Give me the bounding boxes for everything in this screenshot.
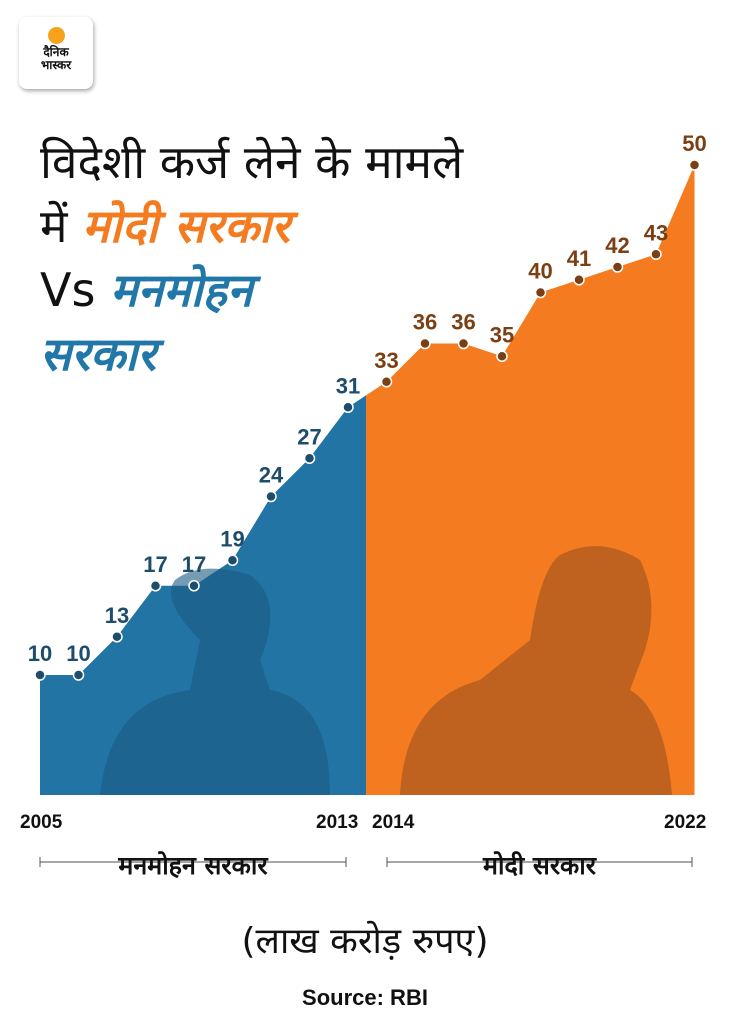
data-label: 19 (220, 526, 244, 551)
tick-2005: 2005 (20, 812, 63, 833)
data-point (342, 401, 354, 413)
logo-line1: दैनिक (43, 45, 69, 59)
data-point (72, 669, 85, 681)
data-label: 36 (451, 310, 475, 335)
tick-2014: 2014 (372, 812, 415, 833)
data-point (419, 337, 431, 350)
title-modi: मोदी सरकार (82, 199, 290, 253)
data-label: 41 (567, 246, 591, 271)
data-label: 31 (336, 373, 360, 398)
manmohan-portrait (100, 568, 330, 795)
data-label: 33 (374, 348, 398, 373)
title-prefix: में (40, 199, 68, 253)
title-manmohan: मनमोहन (110, 263, 253, 317)
data-point (111, 631, 123, 643)
data-label: 43 (644, 220, 668, 245)
title-vs: Vs (40, 263, 96, 317)
unit-label: (लाख करोड़ रुपए) (241, 921, 489, 962)
data-label: 36 (413, 310, 437, 335)
data-label: 24 (259, 463, 284, 488)
dainik-bhaskar-logo: दैनिक भास्कर (19, 17, 93, 89)
modi-portrait (400, 546, 672, 795)
data-point (303, 452, 316, 464)
data-label: 42 (605, 233, 629, 258)
data-point (149, 580, 162, 592)
data-point (457, 337, 470, 350)
data-label: 17 (182, 552, 206, 577)
data-label: 35 (490, 322, 514, 347)
title-line1: विदेशी कर्ज लेने के मामले (40, 135, 464, 189)
data-label: 50 (682, 131, 706, 156)
data-label: 10 (66, 641, 90, 666)
manmohan-period-label: मनमोहन सरकार (118, 851, 268, 880)
data-point (650, 248, 662, 260)
source-label: Source: RBI (302, 985, 428, 1010)
tick-2013: 2013 (316, 812, 359, 833)
title-sarkar: सरकार (40, 327, 156, 381)
modi-period-label: मोदी सरकार (483, 851, 596, 880)
data-point (688, 159, 701, 171)
data-label: 40 (528, 259, 552, 284)
data-point (611, 261, 624, 273)
tick-2022: 2022 (664, 812, 707, 833)
sun-icon (47, 27, 65, 44)
data-point (226, 554, 239, 566)
data-point (34, 669, 46, 681)
data-point (496, 350, 508, 362)
data-label: 10 (28, 641, 52, 666)
data-point (188, 580, 200, 592)
page-title: विदेशी कर्ज लेने के मामले में मोदी सरकार… (40, 130, 463, 386)
data-label: 13 (105, 603, 129, 628)
data-point (265, 490, 277, 503)
data-point (534, 286, 547, 299)
data-point (380, 376, 393, 388)
data-label: 17 (143, 552, 167, 577)
logo-line2: भास्कर (40, 58, 72, 72)
data-label: 27 (297, 424, 321, 449)
data-point (573, 274, 585, 286)
